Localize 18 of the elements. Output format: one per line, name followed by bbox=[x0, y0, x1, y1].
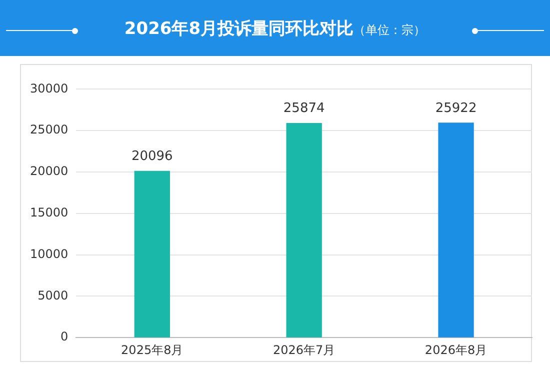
chart-title: 2026年8月投诉量同环比对比 bbox=[124, 19, 354, 39]
x-tick-label: 2025年8月 bbox=[121, 342, 184, 357]
y-tick-label: 5000 bbox=[38, 288, 68, 302]
y-tick-label: 10000 bbox=[30, 246, 68, 261]
x-tick-label: 2026年8月 bbox=[424, 342, 488, 357]
y-tick-label: 0 bbox=[60, 330, 68, 344]
data-label: 25874 bbox=[283, 101, 325, 116]
bar bbox=[438, 122, 474, 338]
x-tick-label: 2026年7月 bbox=[272, 342, 336, 357]
y-tick-label: 15000 bbox=[30, 206, 68, 220]
y-tick-label: 20000 bbox=[30, 164, 68, 178]
y-tick-label: 25000 bbox=[30, 122, 68, 137]
chart-subtitle: （单位：宗） bbox=[354, 23, 426, 37]
data-label: 20096 bbox=[131, 149, 173, 164]
bar bbox=[134, 170, 170, 338]
y-tick-label: 30000 bbox=[30, 81, 68, 96]
bar bbox=[286, 123, 322, 338]
data-label: 25922 bbox=[435, 100, 477, 116]
